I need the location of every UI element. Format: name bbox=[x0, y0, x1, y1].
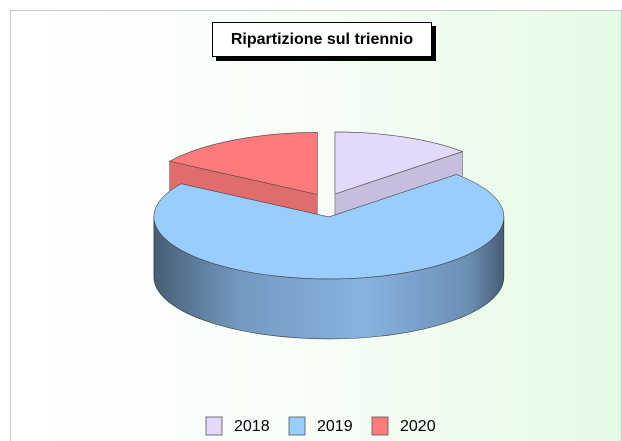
legend-swatch bbox=[288, 416, 306, 436]
legend-label: 2018 bbox=[234, 418, 270, 435]
slice-top bbox=[334, 131, 464, 195]
slice-side-shade bbox=[153, 216, 504, 339]
slice-top bbox=[153, 174, 505, 280]
chart-title: Ripartizione sul triennio bbox=[231, 31, 413, 48]
legend-swatch bbox=[371, 416, 389, 436]
title-box bbox=[212, 22, 432, 57]
slice-top bbox=[168, 132, 318, 195]
legend-label: 2019 bbox=[317, 418, 353, 435]
legend-label: 2020 bbox=[400, 418, 436, 435]
legend-swatch bbox=[205, 416, 223, 436]
